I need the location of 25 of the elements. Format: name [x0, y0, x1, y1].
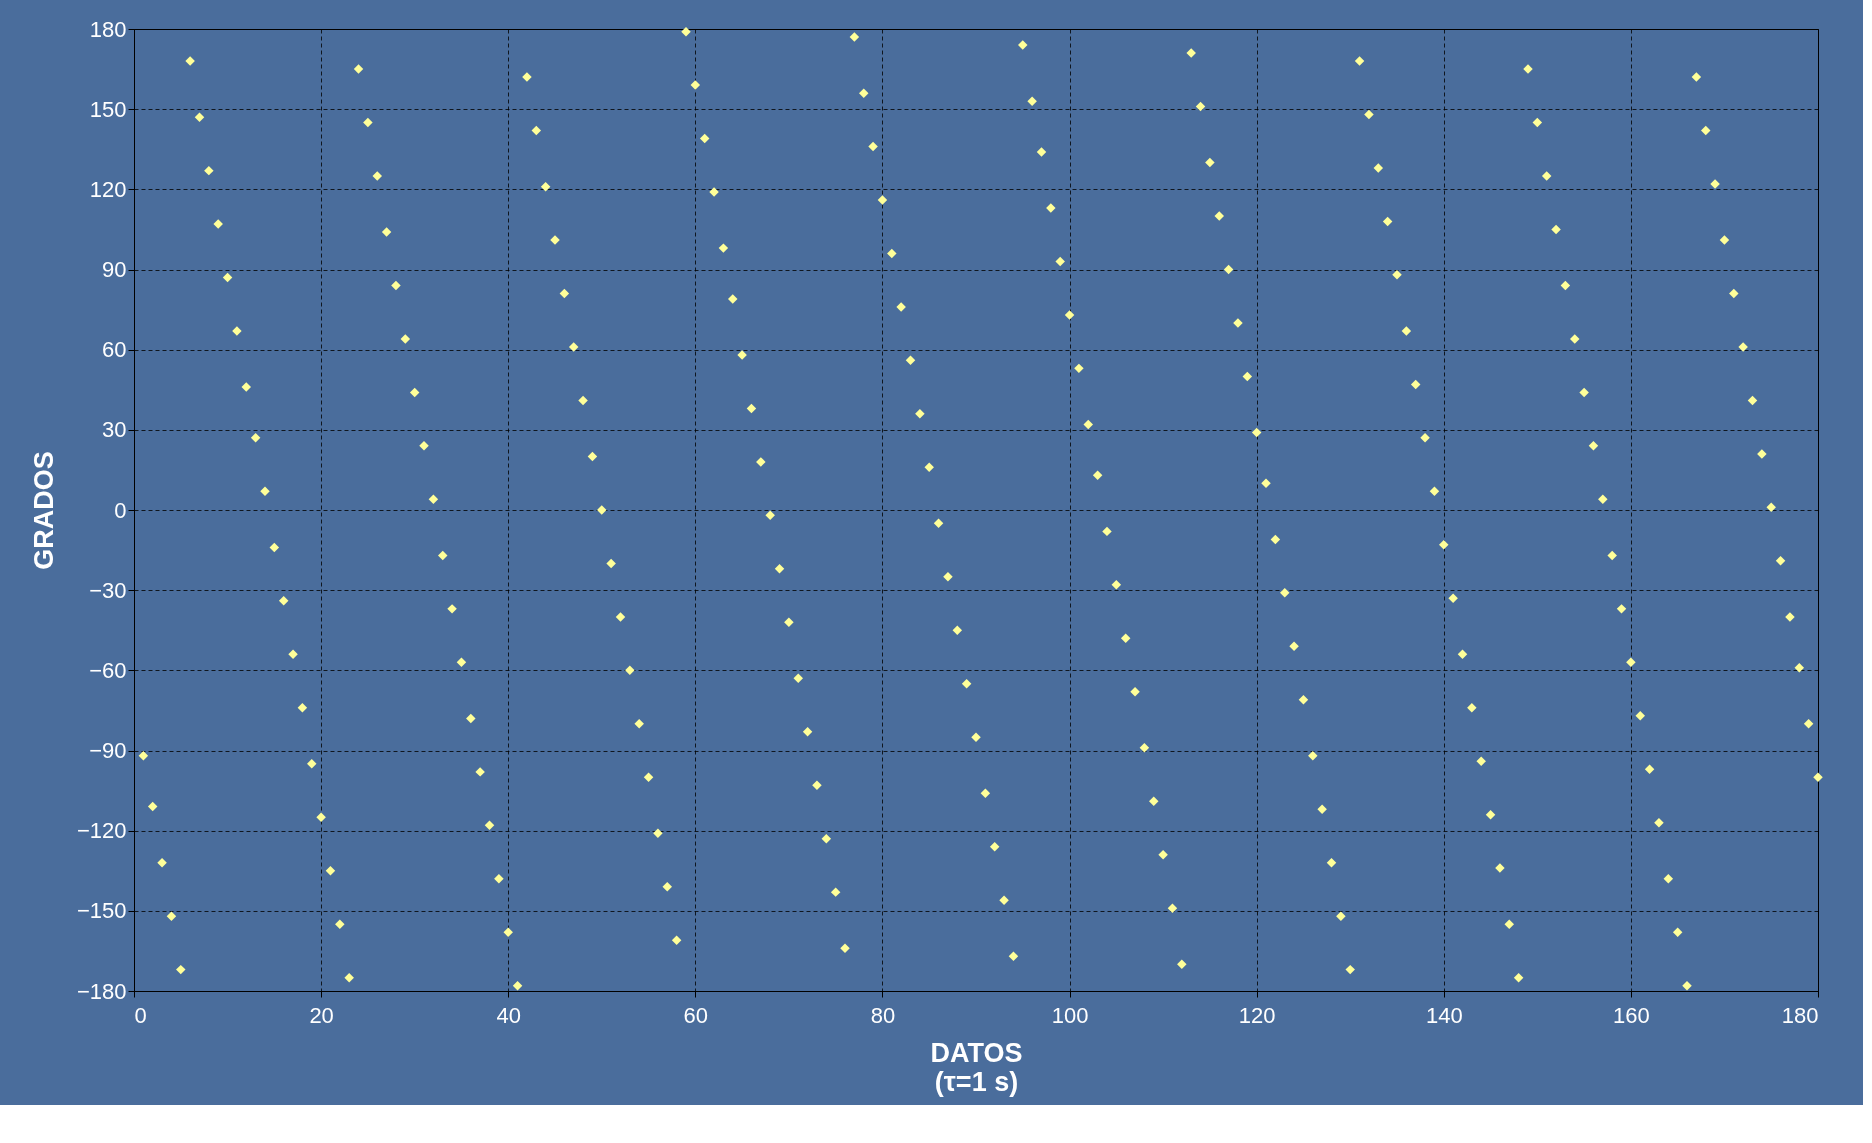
y-axis-title: GRADOS: [28, 451, 59, 570]
y-tick-label: 180: [89, 16, 127, 42]
x-tick-label: 160: [1613, 1002, 1650, 1028]
y-tick-label: −60: [89, 657, 127, 683]
x-tick-label: 20: [309, 1002, 334, 1028]
y-tick-label: 60: [102, 337, 127, 363]
y-tick-label: −150: [76, 898, 127, 924]
x-tick-label: 120: [1238, 1002, 1276, 1028]
y-tick-label: 150: [89, 96, 127, 122]
x-tick-label: 0: [134, 1002, 147, 1028]
y-tick-label: −30: [89, 577, 127, 603]
y-tick-label: 30: [102, 417, 127, 443]
x-axis-title: DATOS (τ=1 s): [930, 1037, 1023, 1097]
y-tick-label: 90: [102, 257, 127, 282]
y-tick-label: −120: [76, 818, 127, 844]
x-tick-label: 100: [1051, 1002, 1089, 1028]
x-tick-label: 180: [1781, 1002, 1819, 1028]
y-tick-label: 0: [114, 497, 127, 523]
x-tick-label: 40: [496, 1002, 521, 1028]
x-tick-label: 80: [870, 1002, 896, 1028]
x-tick-label: 140: [1425, 1002, 1463, 1028]
y-tick-label: −180: [76, 978, 127, 1004]
y-tick-label: −90: [89, 738, 127, 763]
y-tick-label: 120: [89, 176, 127, 202]
x-tick-label: 60: [683, 1002, 709, 1028]
